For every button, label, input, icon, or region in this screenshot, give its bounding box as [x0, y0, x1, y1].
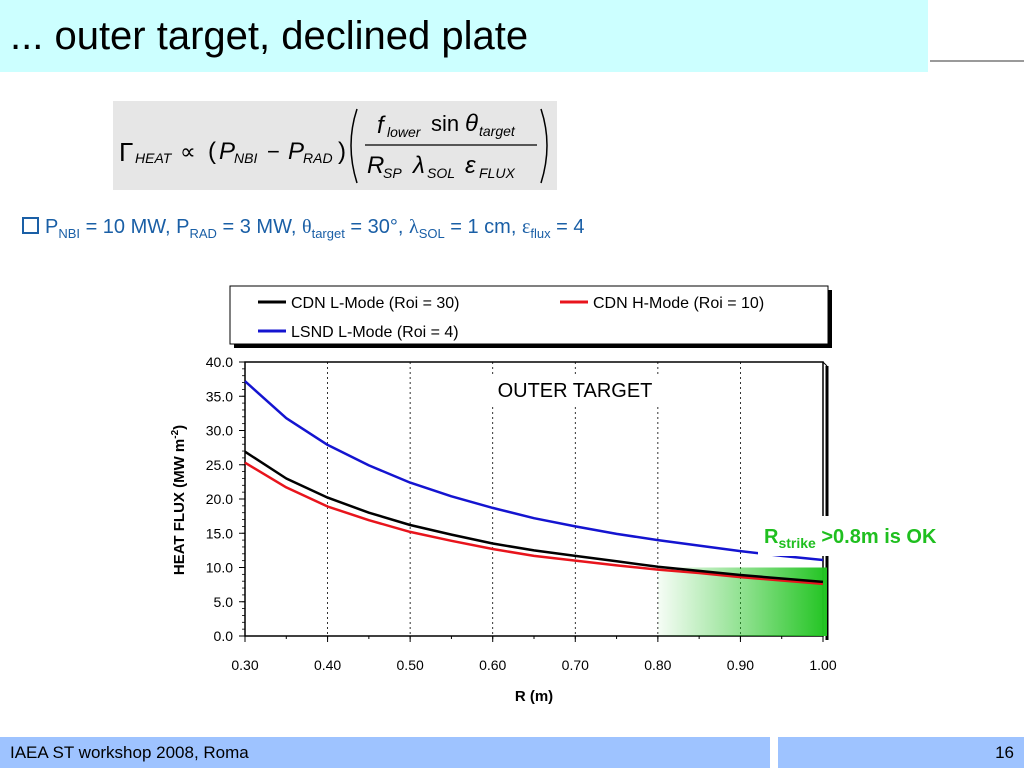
y-tick-label: 20.0: [206, 491, 233, 507]
formula-p1-sub: NBI: [234, 150, 257, 166]
param-rad-sub: RAD: [189, 226, 217, 241]
y-tick-label: 15.0: [206, 525, 233, 541]
slide-title: ... outer target, declined plate: [10, 14, 529, 58]
footer-left-bar: IAEA ST workshop 2008, Roma: [0, 737, 770, 768]
formula-sin: sin: [431, 111, 459, 136]
formula-bigparen-r: [540, 108, 548, 184]
formula-eps-sub: FLUX: [479, 165, 515, 181]
param-eps-sub: flux: [530, 226, 551, 241]
title-bar: ... outer target, declined plate: [0, 0, 928, 72]
x-tick-label: 0.30: [231, 657, 258, 673]
formula-eps: ε: [465, 152, 476, 179]
legend-label-1: CDN H-Mode (Roi = 10): [593, 295, 764, 312]
formula-r-sub: SP: [383, 165, 402, 181]
outer-target-label: OUTER TARGET: [498, 380, 653, 402]
formula-svg: Γ HEAT ∝ ( P NBI − P RAD ) f lower sin θ…: [119, 108, 548, 184]
param-lambda-val: = 1 cm,: [444, 216, 522, 238]
y-tick-label: 30.0: [206, 423, 233, 439]
footer-right-bar: 16: [778, 737, 1024, 768]
formula-bigparen-l: [350, 108, 358, 184]
x-tick-label: 0.60: [479, 657, 506, 673]
series-line-1: [244, 461, 824, 586]
x-tick-label: 0.40: [314, 657, 341, 673]
footer-text: IAEA ST workshop 2008, Roma: [10, 743, 249, 762]
x-tick-label: 0.80: [644, 657, 671, 673]
param-theta-sub: target: [311, 226, 345, 241]
formula-theta: θ: [465, 110, 478, 137]
y-tick-label: 40.0: [206, 354, 233, 370]
x-tick-label: 0.50: [397, 657, 424, 673]
legend-box: [229, 285, 829, 345]
param-eps: ε: [521, 216, 531, 238]
formula-paren-l: (: [208, 138, 216, 165]
param-rad-val: = 3 MW,: [216, 216, 302, 238]
strike-annotation-bg: [758, 516, 990, 556]
formula-r: R: [367, 152, 384, 179]
outer-target-label-bg: [463, 374, 687, 404]
strike-text: >0.8m is OK: [816, 526, 937, 548]
formula-box: Γ HEAT ∝ ( P NBI − P RAD ) f lower sin θ…: [113, 101, 557, 190]
y-tick-label: 35.0: [206, 388, 233, 404]
param-eps-val: = 4: [550, 216, 585, 238]
formula-theta-sub: target: [479, 123, 516, 139]
param-p: P: [45, 216, 59, 238]
param-theta: θ: [301, 216, 312, 238]
param-nbi-sub: NBI: [58, 226, 81, 241]
y-tick-label: 10.0: [206, 560, 233, 576]
bullet-square-icon: [22, 217, 39, 234]
formula-minus: −: [267, 139, 280, 164]
formula-f: f: [377, 112, 386, 139]
y-tick-label: 5.0: [214, 594, 234, 610]
y-tick-label: 25.0: [206, 457, 233, 473]
x-tick-label: 0.90: [727, 657, 754, 673]
param-theta-val: = 30°,: [344, 216, 409, 238]
y-axis-label-sup: -2: [170, 429, 181, 438]
outer-target-label-box: OUTER TARGET: [463, 374, 687, 404]
strike-sub: strike: [778, 535, 816, 551]
param-lambda: λ: [408, 216, 419, 238]
y-axis-label: HEAT FLUX (MW m-2): [170, 425, 188, 575]
x-tick-label: 1.00: [809, 657, 836, 673]
formula-p2: P: [288, 138, 304, 165]
parameter-bullet: PNBI = 10 MW, PRAD = 3 MW, θtarget = 30°…: [22, 216, 585, 241]
plot-shadow-corner: [822, 361, 828, 367]
y-tick-label: 0.0: [214, 628, 234, 644]
formula-gamma: Γ: [119, 137, 133, 167]
y-axis-label-close: ): [171, 425, 188, 430]
x-axis-label: R (m): [515, 688, 553, 705]
series-line-2: [244, 380, 824, 562]
formula-lambda-sub: SOL: [427, 165, 455, 181]
formula-f-sub: lower: [387, 124, 422, 140]
param-lambda-sub: SOL: [418, 226, 445, 241]
legend-label-0: CDN L-Mode (Roi = 30): [291, 295, 460, 312]
formula-gamma-sub: HEAT: [135, 150, 173, 166]
formula-p2-sub: RAD: [303, 150, 333, 166]
strike-annotation: Rstrike >0.8m is OK: [764, 526, 937, 551]
x-tick-label: 0.70: [562, 657, 589, 673]
legend: CDN L-Mode (Roi = 30) CDN H-Mode (Roi = 1…: [229, 285, 832, 348]
y-axis-label-main: HEAT FLUX (MW m: [171, 439, 188, 575]
series-line-0: [244, 450, 824, 584]
strike-r: R: [764, 526, 779, 548]
formula-lambda: λ: [411, 152, 425, 179]
title-rule: [930, 60, 1024, 62]
param-nbi-val: = 10 MW, P: [80, 216, 190, 238]
formula-p1: P: [219, 138, 235, 165]
page-number: 16: [995, 743, 1014, 762]
legend-label-2: LSND L-Mode (Roi = 4): [291, 324, 459, 341]
formula-prop: ∝: [180, 139, 196, 164]
formula-paren-r: ): [338, 138, 346, 165]
